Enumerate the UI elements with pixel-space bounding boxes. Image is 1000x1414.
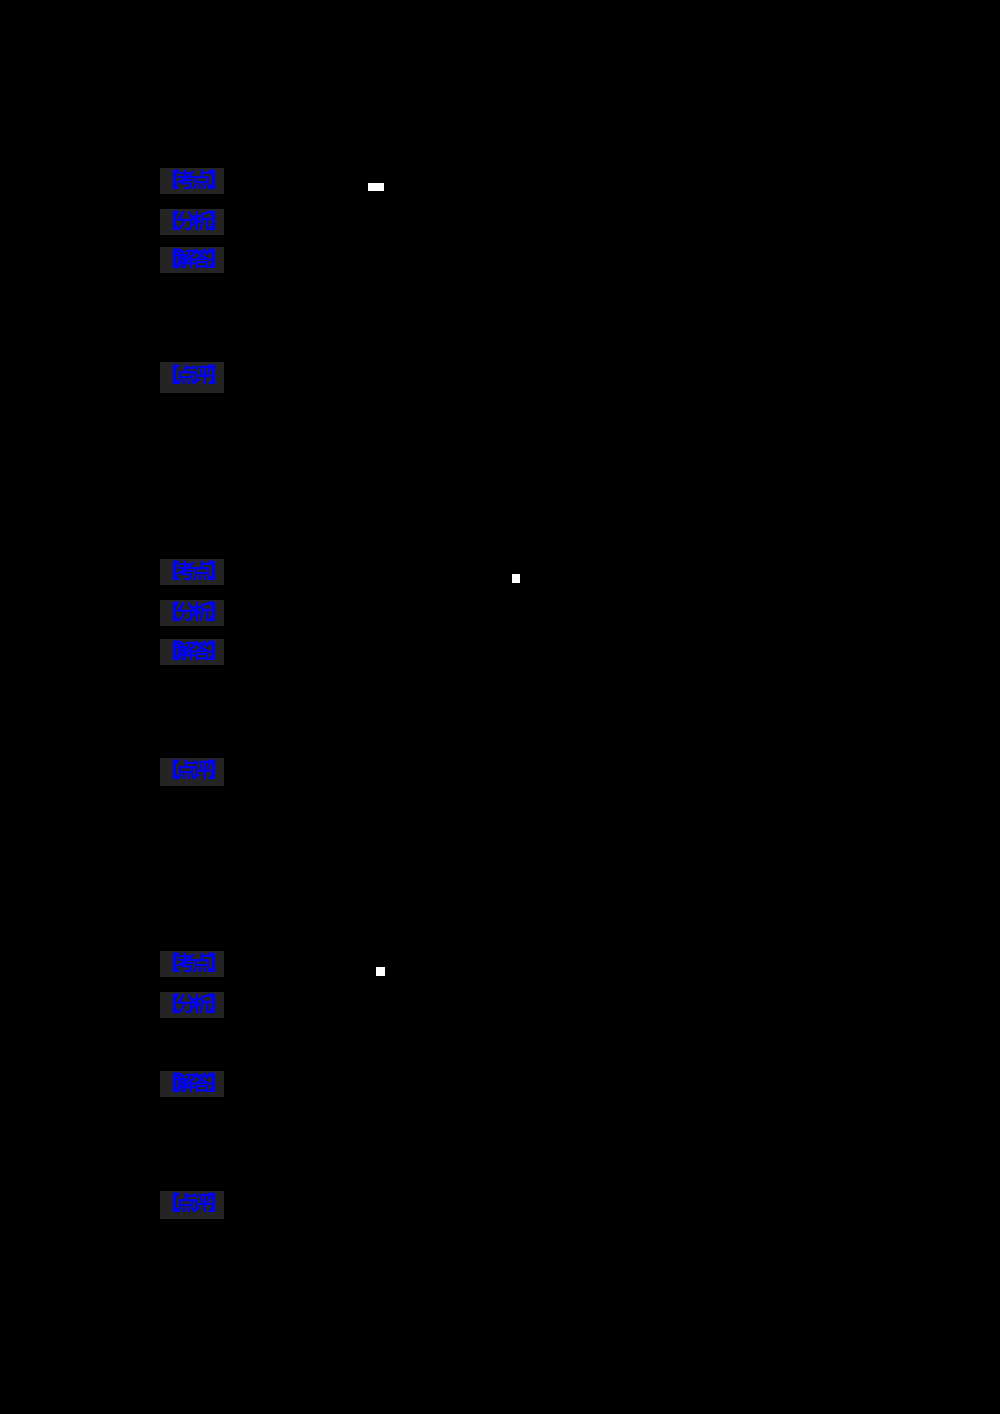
dianping-label: 【点评】 <box>160 758 228 786</box>
jieda-label: 【解答】 <box>160 639 228 665</box>
jieda-label: 【解答】 <box>160 1071 228 1097</box>
kaodian-label: 【考点】 <box>160 951 228 977</box>
answer-blank-marker <box>376 967 385 976</box>
fenxi-label: 【分析】 <box>160 209 228 235</box>
jieda-label: 【解答】 <box>160 247 228 273</box>
kaodian-label: 【考点】 <box>160 559 228 585</box>
fenxi-label: 【分析】 <box>160 992 228 1018</box>
dianping-label: 【点评】 <box>160 1191 228 1219</box>
answer-blank-marker <box>512 574 520 583</box>
answer-blank-marker <box>368 183 384 191</box>
kaodian-label: 【考点】 <box>160 168 228 194</box>
dianping-label: 【点评】 <box>160 362 228 393</box>
fenxi-label: 【分析】 <box>160 600 228 626</box>
